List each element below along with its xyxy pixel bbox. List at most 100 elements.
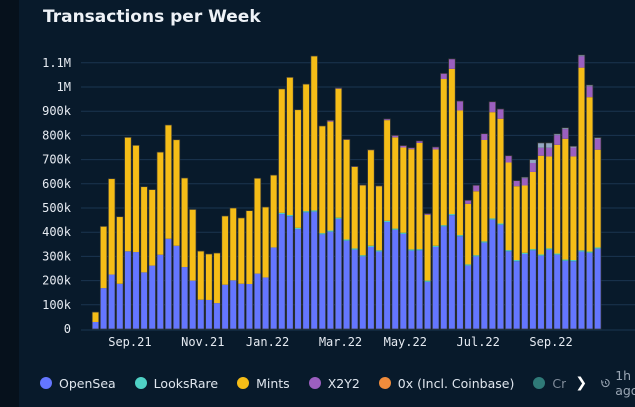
bar-outline [569,145,578,330]
bar-outline [148,189,156,330]
bar-segment-opensea [213,303,221,329]
bar-outline [318,125,326,330]
bar-segment-looksrare [464,264,472,266]
bar-outline [172,139,181,330]
bar-segment-x2y2 [562,129,569,139]
bar-segment-looksrare [359,255,367,257]
bar-segment-mints [400,147,407,233]
bar-segment-mints [165,124,172,239]
bar-segment-x2y2 [432,147,439,150]
bar-segment-mints [132,145,140,253]
bar-segment-mints [278,88,286,213]
bar-segment-opensea [286,216,294,329]
bar-segment-x2y2 [408,147,415,150]
bar-segment-looksrare [553,253,561,255]
bar-segment-mints [254,178,261,274]
bar-outline [432,146,440,330]
bar-outline [440,73,448,330]
legend-item[interactable]: LooksRare [134,376,218,391]
bar-segment-looksrare [521,252,529,254]
y-tick-label: 900k [42,104,72,118]
bar-segment-looksrare [578,250,585,252]
legend-item[interactable]: Mints [237,376,290,391]
bar-outline [367,149,375,330]
legend-label: 0x (Incl. Coinbase) [397,375,515,391]
bar-segment-mints [529,171,537,250]
bar-segment-opensea [562,260,569,329]
bar-segment-opensea [270,247,277,329]
chevron-right-icon[interactable]: ❯ [575,375,588,391]
bar-segment-opensea [238,283,245,329]
legend-item[interactable]: OpenSea [40,376,116,391]
bar-segment-opensea [472,256,480,329]
bar-segment-opensea [205,299,213,329]
bar-segment-mints [100,226,107,289]
bar-segment-looksrare [319,233,326,235]
bar-segment-opensea [553,254,561,329]
bar-outline [448,58,456,330]
bar-segment-mints [456,110,464,236]
bar-segment-opensea [400,233,407,329]
legend-item[interactable]: 0x (Incl. Coinbase) [378,375,515,391]
bar-segment-x2y2 [464,200,472,204]
bar-segment-opensea [108,274,115,329]
bar-segment-mints [578,67,585,251]
bar-segment-opensea [116,283,124,329]
bar-segment-mints [310,56,318,211]
bar-outline [140,186,148,330]
bar-outline [537,142,545,330]
bar-segment-opensea [489,219,496,329]
bar-outline [513,180,521,330]
bar-outline [124,136,132,330]
bar-segment-mints [181,177,188,268]
bar-outline [270,174,278,330]
bar-segment-x2y2 [521,178,529,186]
bar-segment-x2y2 [594,138,601,150]
bar-segment-opensea [327,231,334,329]
y-tick-label: 100k [42,298,72,312]
bar-segment-looksrare [302,211,310,213]
bar-outline [99,226,108,330]
bar-segment-opensea [294,229,302,329]
bar-segment-mints [148,189,156,266]
bar-segment-looksrare [327,230,334,232]
bar-outline [294,109,302,330]
bar-segment-looksrare [586,251,593,253]
bar-segment-opensea [513,261,520,329]
bar-segment-mints [562,138,569,260]
bar-outline [375,185,383,330]
bar-segment-cr [586,85,593,87]
bar-segment-looksrare [416,249,423,251]
bar-segment-opensea [424,281,431,329]
legend-swatch [378,377,391,389]
legend-item[interactable]: Cr [533,376,566,391]
bar-segment-x2y2 [400,145,407,148]
bar-segment-looksrare [432,245,439,247]
bar-segment-looksrare [367,245,375,247]
bar-outline [237,217,245,330]
bar-segment-mints [286,77,294,216]
y-tick-label: 200k [42,274,72,288]
bar-segment-mints [319,125,326,234]
bar-segment-opensea [343,240,350,329]
bar-segment-opensea [335,218,342,329]
bar-segment-mints [124,137,132,252]
legend-item[interactable]: X2Y2 [308,376,360,391]
bar-segment-x2y2 [513,180,520,187]
bar-outline [383,118,391,330]
y-tick-label: 1.1M [42,56,71,70]
bar-segment-cr [553,133,561,136]
bar-segment-opensea [578,251,585,329]
x-tick-label: Jul.22 [457,335,500,349]
y-tick-label: 0 [64,322,71,336]
bar-segment-mints [343,139,350,240]
bar-outline [108,178,116,330]
bar-segment-looksrare [383,220,391,223]
bar-segment-x2y2 [383,118,391,121]
bar-segment-opensea [319,234,326,329]
bar-segment-opensea [383,222,391,329]
y-tick-label: 1M [57,80,71,94]
bar-segment-cr [594,137,601,139]
bar-segment-opensea [448,215,456,329]
bar-outline [577,54,586,330]
